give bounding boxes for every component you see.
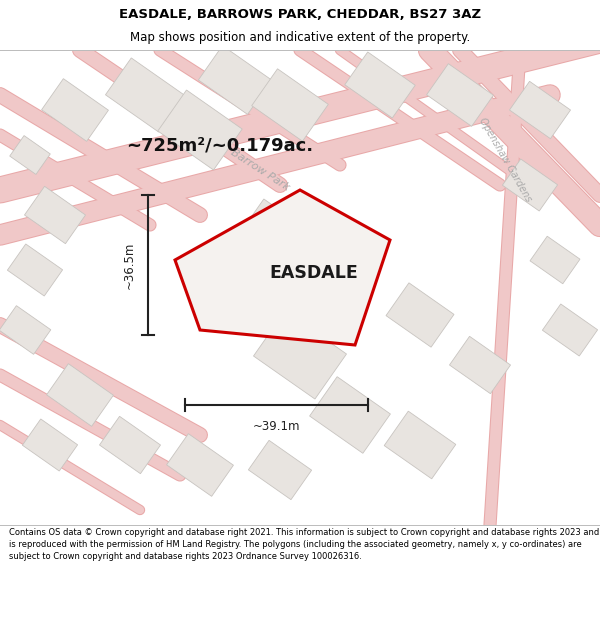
Text: ~725m²/~0.179ac.: ~725m²/~0.179ac.: [127, 136, 314, 154]
Polygon shape: [252, 69, 328, 141]
Polygon shape: [386, 283, 454, 347]
Polygon shape: [345, 52, 415, 118]
Polygon shape: [10, 136, 50, 174]
Polygon shape: [248, 441, 311, 499]
Polygon shape: [199, 46, 272, 114]
Polygon shape: [227, 199, 334, 301]
Polygon shape: [542, 304, 598, 356]
Polygon shape: [427, 64, 493, 126]
Polygon shape: [254, 311, 346, 399]
Polygon shape: [449, 336, 511, 394]
Polygon shape: [22, 419, 77, 471]
Polygon shape: [175, 190, 390, 345]
Polygon shape: [167, 434, 233, 496]
Text: Openshaw Gardens: Openshaw Gardens: [477, 116, 533, 204]
Polygon shape: [509, 81, 571, 139]
Text: ~36.5m: ~36.5m: [123, 241, 136, 289]
Polygon shape: [7, 244, 62, 296]
Polygon shape: [25, 186, 86, 244]
Polygon shape: [41, 79, 109, 141]
Polygon shape: [530, 236, 580, 284]
Text: Contains OS data © Crown copyright and database right 2021. This information is : Contains OS data © Crown copyright and d…: [9, 528, 599, 561]
Text: Map shows position and indicative extent of the property.: Map shows position and indicative extent…: [130, 31, 470, 44]
Polygon shape: [502, 159, 557, 211]
Text: Barrow Park: Barrow Park: [229, 148, 291, 192]
Text: EASDALE, BARROWS PARK, CHEDDAR, BS27 3AZ: EASDALE, BARROWS PARK, CHEDDAR, BS27 3AZ: [119, 8, 481, 21]
Text: ~39.1m: ~39.1m: [253, 420, 300, 433]
Polygon shape: [47, 364, 113, 426]
Polygon shape: [310, 377, 391, 453]
Polygon shape: [100, 416, 161, 474]
Polygon shape: [158, 90, 242, 170]
Polygon shape: [0, 306, 51, 354]
Polygon shape: [106, 58, 185, 132]
Polygon shape: [384, 411, 456, 479]
Text: EASDALE: EASDALE: [269, 264, 358, 282]
